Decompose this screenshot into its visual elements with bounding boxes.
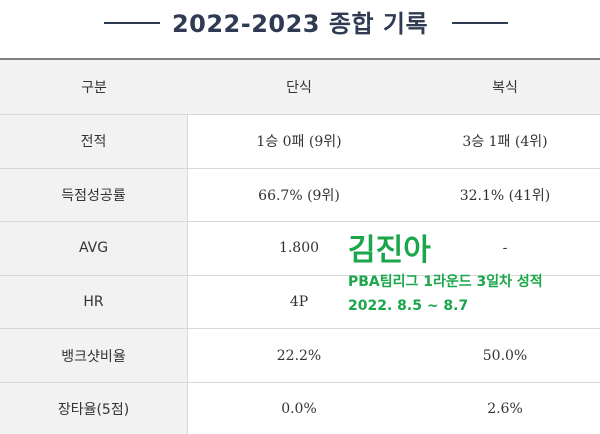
row-label: 전적 [0,115,188,168]
table-header-row: 구분 단식 복식 [0,60,600,115]
caption-event: PBA팀리그 1라운드 3일차 성적 [348,274,543,290]
player-caption-overlay: 김진아 PBA팀리그 1라운드 3일차 성적 2022. 8.5 ~ 8.7 [348,232,588,318]
single-value: 4P [289,294,309,311]
table-row: HR 4P [0,275,600,330]
column-header-double: 복식 [492,80,518,96]
single-value: 1승 0패 (9위) [256,134,342,151]
column-header-category: 구분 [0,60,188,114]
double-value: 32.1% (41위) [459,187,551,204]
double-value: 2.6% [487,401,523,418]
column-header-single: 단식 [286,80,312,96]
row-label: AVG [0,222,188,275]
single-value: 66.7% (9위) [258,187,340,204]
double-value: 50.0% [482,347,528,364]
page-title: 2022-2023 종합 기록 [171,10,429,38]
table-row: 전적 1승 0패 (9위) 3승 1패 (4위) [0,115,600,169]
table-row: 득점성공률 66.7% (9위) 32.1% (41위) [0,168,600,223]
row-label: 뱅크샷비율 [0,329,188,382]
table-row: 뱅크샷비율 22.2% 50.0% [0,329,600,383]
row-label: 득점성공률 [0,168,188,222]
section-header: 2022-2023 종합 기록 [0,0,600,58]
double-value: - [502,240,508,257]
caption-date: 2022. 8.5 ~ 8.7 [348,298,469,314]
table-row: AVG 1.800 - [0,222,600,276]
single-value: 1.800 [278,240,320,257]
single-value: 0.0% [281,401,317,418]
single-value: 22.2% [276,347,322,364]
row-label: HR [0,275,188,329]
player-name: 김진아 [348,233,431,268]
title-right-rule [452,22,508,24]
title-left-rule [104,22,160,24]
double-value: 3승 1패 (4위) [462,134,548,151]
table-row: 장타율(5점) 0.0% 2.6% [0,382,600,434]
record-table: 구분 단식 복식 전적 1승 0패 (9위) 3승 1패 (4위) 득점성공률 … [0,58,600,434]
row-label: 장타율(5점) [0,382,188,434]
